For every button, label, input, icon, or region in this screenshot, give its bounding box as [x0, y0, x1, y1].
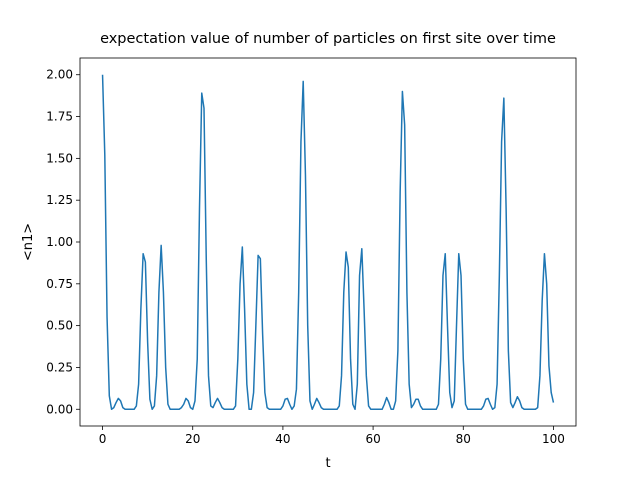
x-axis-label: t	[325, 456, 330, 471]
y-tick-label: 0.50	[46, 319, 73, 333]
data-line	[101, 74, 555, 411]
plot-frame	[79, 57, 577, 427]
y-tick-label: 2.00	[46, 68, 73, 82]
y-axis-label: <n1>	[21, 223, 36, 261]
x-tick-label: 60	[365, 432, 380, 446]
y-tick-label: 0.00	[46, 402, 73, 416]
x-tick-label: 80	[456, 432, 471, 446]
y-tick-label: 1.50	[46, 151, 73, 165]
chart-title: expectation value of number of particles…	[100, 31, 556, 47]
x-tick-label: 20	[185, 432, 200, 446]
y-tick-label: 0.25	[46, 360, 73, 374]
x-tick-label: 0	[99, 432, 107, 446]
y-tick-label: 1.00	[46, 235, 73, 249]
x-tick-label: 100	[542, 432, 565, 446]
y-tick-label: 0.75	[46, 277, 73, 291]
y-tick-label: 1.75	[46, 110, 73, 124]
y-tick-label: 1.25	[46, 193, 73, 207]
x-tick-label: 40	[275, 432, 290, 446]
